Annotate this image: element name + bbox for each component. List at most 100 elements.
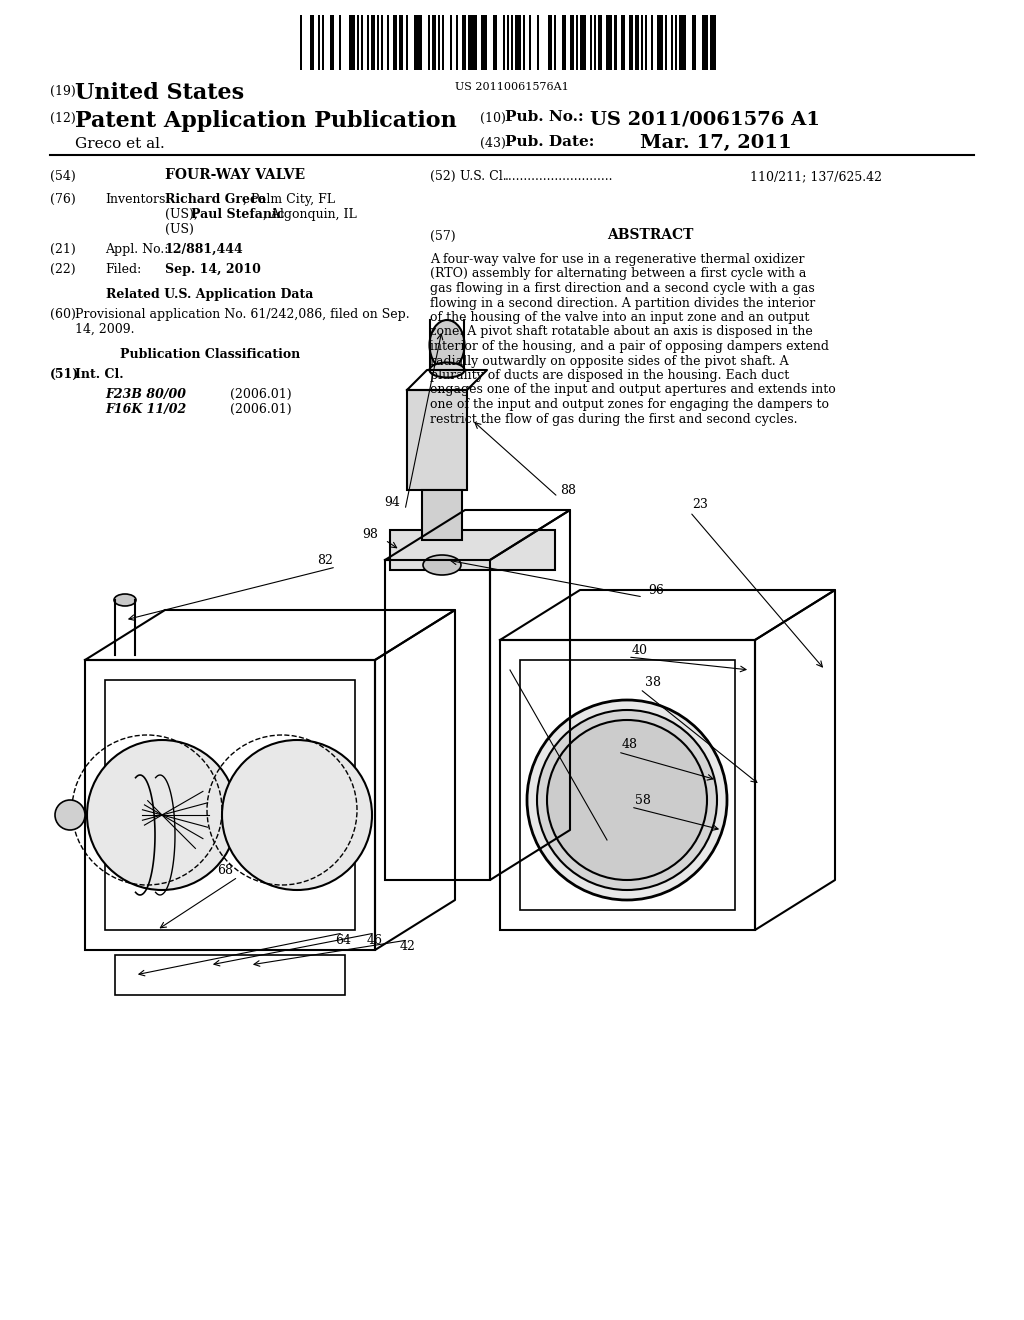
Text: Inventors:: Inventors: — [105, 193, 170, 206]
Ellipse shape — [87, 741, 237, 890]
Text: (76): (76) — [50, 193, 76, 206]
Bar — [323, 15, 325, 70]
Text: U.S. Cl.: U.S. Cl. — [460, 170, 507, 183]
Bar — [672, 15, 674, 70]
Bar — [85, 660, 375, 950]
Bar — [511, 15, 513, 70]
Text: zone. A pivot shaft rotatable about an axis is disposed in the: zone. A pivot shaft rotatable about an a… — [430, 326, 813, 338]
Bar — [651, 15, 653, 70]
Bar — [515, 15, 521, 70]
Bar — [390, 531, 555, 570]
Bar — [105, 680, 355, 931]
Text: flowing in a second direction. A partition divides the interior: flowing in a second direction. A partiti… — [430, 297, 815, 309]
Bar — [645, 15, 647, 70]
Text: gas flowing in a first direction and a second cycle with a gas: gas flowing in a first direction and a s… — [430, 282, 815, 294]
Text: 98: 98 — [362, 528, 378, 541]
Text: radially outwardly on opposite sides of the pivot shaft. A: radially outwardly on opposite sides of … — [430, 355, 788, 367]
Bar — [331, 15, 335, 70]
Text: 14, 2009.: 14, 2009. — [75, 323, 134, 337]
Bar — [407, 389, 467, 490]
Bar — [569, 15, 573, 70]
Ellipse shape — [527, 700, 727, 900]
Bar — [310, 15, 314, 70]
Bar — [507, 15, 509, 70]
Bar — [371, 15, 375, 70]
Text: F16K 11/02: F16K 11/02 — [105, 403, 186, 416]
Text: 82: 82 — [317, 553, 333, 566]
Bar — [428, 15, 430, 70]
Text: restrict the flow of gas during the first and second cycles.: restrict the flow of gas during the firs… — [430, 412, 798, 425]
Bar — [442, 15, 444, 70]
Text: plurality of ducts are disposed in the housing. Each duct: plurality of ducts are disposed in the h… — [430, 370, 790, 381]
Bar — [590, 15, 592, 70]
Text: (43): (43) — [480, 137, 506, 150]
Bar — [414, 15, 422, 70]
Bar — [598, 15, 602, 70]
Bar — [349, 15, 354, 70]
Text: (52): (52) — [430, 170, 456, 183]
Bar — [381, 15, 383, 70]
Ellipse shape — [114, 594, 136, 606]
Text: Sep. 14, 2010: Sep. 14, 2010 — [165, 263, 261, 276]
Text: Filed:: Filed: — [105, 263, 141, 276]
Text: (57): (57) — [430, 230, 456, 243]
Text: US 2011/0061576 A1: US 2011/0061576 A1 — [590, 110, 820, 128]
Bar — [691, 15, 695, 70]
Bar — [406, 15, 408, 70]
Bar — [701, 15, 708, 70]
Text: (US);: (US); — [165, 209, 202, 220]
Ellipse shape — [429, 319, 465, 370]
Bar — [503, 15, 505, 70]
Bar — [562, 15, 566, 70]
Text: (10): (10) — [480, 112, 506, 125]
Text: F23B 80/00: F23B 80/00 — [105, 388, 186, 401]
Ellipse shape — [429, 363, 465, 378]
Bar — [657, 15, 664, 70]
Bar — [710, 15, 716, 70]
Bar — [360, 15, 362, 70]
Bar — [676, 15, 678, 70]
Text: FOUR-WAY VALVE: FOUR-WAY VALVE — [165, 168, 305, 182]
Bar — [367, 15, 369, 70]
Bar — [554, 15, 556, 70]
Bar — [520, 660, 735, 909]
Bar — [387, 15, 389, 70]
Text: 42: 42 — [400, 940, 416, 953]
Bar — [339, 15, 341, 70]
Bar — [500, 640, 755, 931]
Bar — [606, 15, 612, 70]
Bar — [641, 15, 643, 70]
Text: Appl. No.:: Appl. No.: — [105, 243, 168, 256]
Text: Greco et al.: Greco et al. — [75, 137, 165, 150]
Text: engages one of the input and output apertures and extends into: engages one of the input and output aper… — [430, 384, 836, 396]
Text: 38: 38 — [645, 676, 662, 689]
Text: United States: United States — [75, 82, 244, 104]
Text: 23: 23 — [692, 499, 708, 511]
Text: 96: 96 — [648, 583, 664, 597]
Ellipse shape — [222, 741, 372, 890]
Text: Pub. Date:: Pub. Date: — [505, 135, 594, 149]
Text: (21): (21) — [50, 243, 76, 256]
Text: Richard Greco: Richard Greco — [165, 193, 266, 206]
Text: 46: 46 — [367, 933, 383, 946]
Text: Paul Stefanic: Paul Stefanic — [191, 209, 285, 220]
Bar — [621, 15, 625, 70]
Text: of the housing of the valve into an input zone and an output: of the housing of the valve into an inpu… — [430, 312, 809, 323]
Text: Pub. No.:: Pub. No.: — [505, 110, 584, 124]
Bar — [548, 15, 552, 70]
Bar — [580, 15, 586, 70]
Text: Publication Classification: Publication Classification — [120, 348, 300, 360]
Text: 58: 58 — [635, 793, 651, 807]
Bar — [529, 15, 531, 70]
Text: (51): (51) — [50, 368, 79, 381]
Text: ABSTRACT: ABSTRACT — [607, 228, 693, 242]
Text: Mar. 17, 2011: Mar. 17, 2011 — [640, 135, 792, 152]
Bar — [462, 15, 466, 70]
Text: (54): (54) — [50, 170, 76, 183]
Text: (12): (12) — [50, 112, 76, 125]
Text: Int. Cl.: Int. Cl. — [75, 368, 124, 381]
Text: 94: 94 — [384, 496, 400, 510]
Bar — [457, 15, 459, 70]
Text: , Algonquin, IL: , Algonquin, IL — [263, 209, 356, 220]
Text: Related U.S. Application Data: Related U.S. Application Data — [106, 288, 313, 301]
